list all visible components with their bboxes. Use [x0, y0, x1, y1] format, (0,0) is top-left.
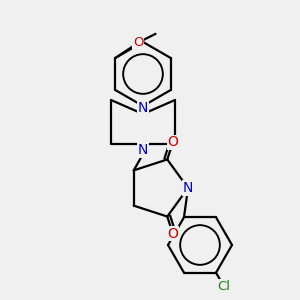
Text: O: O [167, 135, 178, 149]
Text: N: N [183, 181, 193, 195]
Text: Cl: Cl [218, 280, 230, 293]
Text: O: O [167, 227, 178, 241]
Text: N: N [138, 101, 148, 115]
Text: N: N [138, 143, 148, 157]
Text: O: O [133, 37, 143, 50]
